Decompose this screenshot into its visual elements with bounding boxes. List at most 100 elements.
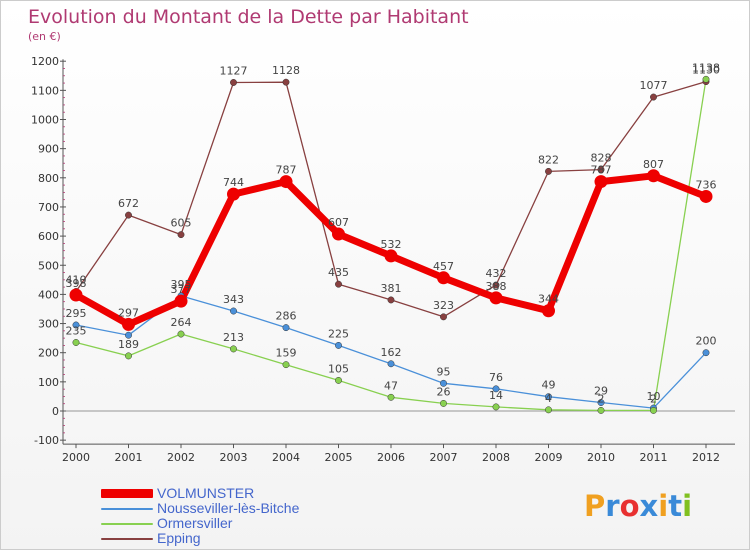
data-label-s3: 323 bbox=[433, 299, 454, 312]
data-label-s0: 297 bbox=[118, 306, 139, 319]
data-label-s2: 159 bbox=[276, 347, 297, 360]
data-point-s2 bbox=[230, 345, 237, 353]
proxiti-logo: Proxiti bbox=[584, 489, 692, 523]
data-point-s1 bbox=[387, 360, 395, 368]
y-tick-label: 1200 bbox=[31, 55, 59, 68]
data-point-s1 bbox=[230, 307, 237, 315]
x-tick-label: 2006 bbox=[377, 451, 405, 464]
data-point-s1 bbox=[492, 385, 500, 393]
data-point-s2 bbox=[650, 406, 657, 414]
data-label-s0: 398 bbox=[66, 277, 87, 290]
data-label-s3: 822 bbox=[538, 153, 559, 166]
legend-label-ormersviller: Ormersviller bbox=[157, 515, 233, 531]
data-label-s1: 343 bbox=[223, 293, 244, 306]
data-point-s3 bbox=[230, 79, 237, 86]
legend-label-volmunster: VOLMUNSTER bbox=[157, 485, 255, 501]
x-tick-label: 2005 bbox=[325, 451, 353, 464]
data-point-s1 bbox=[597, 399, 605, 406]
data-label-s3: 410 bbox=[66, 273, 87, 286]
data-label-s2: 189 bbox=[118, 338, 139, 351]
data-point-s2 bbox=[702, 75, 710, 83]
data-label-s3: 1130 bbox=[692, 64, 720, 77]
y-tick-label: 100 bbox=[38, 376, 59, 389]
chart-subtitle: (en €) bbox=[28, 30, 61, 43]
data-label-s2: 264 bbox=[171, 316, 192, 329]
logo-letter: x bbox=[639, 489, 659, 523]
x-tick-label: 2011 bbox=[640, 451, 668, 464]
data-point-s2 bbox=[177, 330, 185, 338]
data-label-s3: 435 bbox=[328, 266, 349, 279]
data-label-s0: 457 bbox=[433, 260, 454, 273]
data-point-s0 bbox=[174, 294, 188, 308]
data-point-s2 bbox=[125, 352, 132, 360]
y-tick-label: 600 bbox=[38, 230, 59, 243]
y-tick-label: 900 bbox=[38, 143, 59, 156]
data-point-s3 bbox=[177, 231, 185, 239]
x-tick-label: 2010 bbox=[587, 451, 615, 464]
data-label-s3: 1128 bbox=[272, 64, 300, 77]
data-label-s2: 2 bbox=[650, 392, 657, 405]
data-label-s2: 213 bbox=[223, 331, 244, 344]
data-label-s3: 605 bbox=[171, 217, 192, 230]
data-label-s1: 10 bbox=[647, 390, 661, 403]
data-point-s0 bbox=[69, 288, 83, 302]
legend-swatch-epping bbox=[101, 538, 153, 540]
legend-label-epping: Epping bbox=[157, 530, 201, 546]
data-point-s1 bbox=[440, 379, 447, 387]
data-label-s3: 432 bbox=[486, 267, 507, 280]
x-tick-label: 2001 bbox=[115, 451, 143, 464]
data-point-s2 bbox=[597, 406, 605, 414]
legend-swatch-volmunster bbox=[101, 489, 153, 498]
data-point-s0 bbox=[279, 175, 293, 189]
logo-letter: t bbox=[668, 489, 683, 523]
x-tick-label: 2008 bbox=[482, 451, 510, 464]
data-point-s2 bbox=[72, 339, 80, 346]
x-tick-label: 2000 bbox=[62, 451, 90, 464]
data-label-s0: 532 bbox=[381, 238, 402, 251]
legend-label-nousseviller: Nousseviller-lès-Bitche bbox=[157, 500, 300, 516]
data-label-s2: 105 bbox=[328, 362, 349, 375]
legend-swatch-ormersviller bbox=[101, 523, 153, 525]
data-point-s2 bbox=[387, 393, 395, 401]
x-tick-label: 2007 bbox=[430, 451, 458, 464]
data-point-s2 bbox=[545, 406, 552, 414]
y-tick-label: -100 bbox=[34, 434, 59, 447]
data-point-s0 bbox=[594, 175, 608, 189]
data-point-s3 bbox=[387, 296, 395, 304]
x-tick-label: 2002 bbox=[167, 451, 195, 464]
data-point-s0 bbox=[122, 317, 135, 331]
data-label-s2: 26 bbox=[437, 385, 451, 398]
data-label-s0: 787 bbox=[591, 164, 612, 177]
data-point-s3 bbox=[282, 78, 290, 86]
data-label-s2: 47 bbox=[384, 379, 398, 392]
data-label-s1: 225 bbox=[328, 327, 349, 340]
y-tick-label: 800 bbox=[38, 172, 59, 185]
x-tick-label: 2012 bbox=[692, 451, 720, 464]
data-label-s2: 1138 bbox=[692, 61, 720, 74]
data-point-s2 bbox=[335, 376, 342, 384]
data-label-s2: 235 bbox=[66, 324, 87, 337]
data-label-s1: 49 bbox=[542, 379, 556, 392]
legend-swatch-nousseviller bbox=[101, 508, 153, 510]
data-point-s1 bbox=[125, 331, 132, 339]
y-tick-label: 0 bbox=[52, 405, 59, 418]
data-point-s0 bbox=[699, 189, 713, 203]
data-label-s0: 377 bbox=[171, 283, 192, 296]
data-point-s1 bbox=[282, 324, 290, 332]
logo-letter: o bbox=[619, 489, 640, 523]
data-point-s1 bbox=[545, 393, 552, 401]
y-tick-label: 400 bbox=[38, 288, 59, 301]
data-label-s3: 672 bbox=[118, 197, 139, 210]
data-label-s3: 1127 bbox=[220, 64, 248, 77]
data-label-s0: 344 bbox=[538, 293, 559, 306]
y-tick-label: 200 bbox=[38, 347, 59, 360]
data-point-s0 bbox=[489, 291, 503, 305]
logo-letter: i bbox=[658, 489, 669, 523]
data-point-s2 bbox=[492, 403, 500, 411]
data-point-s0 bbox=[437, 271, 450, 285]
data-point-s3 bbox=[125, 211, 132, 219]
y-tick-label: 1100 bbox=[31, 84, 59, 97]
data-point-s0 bbox=[542, 304, 555, 318]
